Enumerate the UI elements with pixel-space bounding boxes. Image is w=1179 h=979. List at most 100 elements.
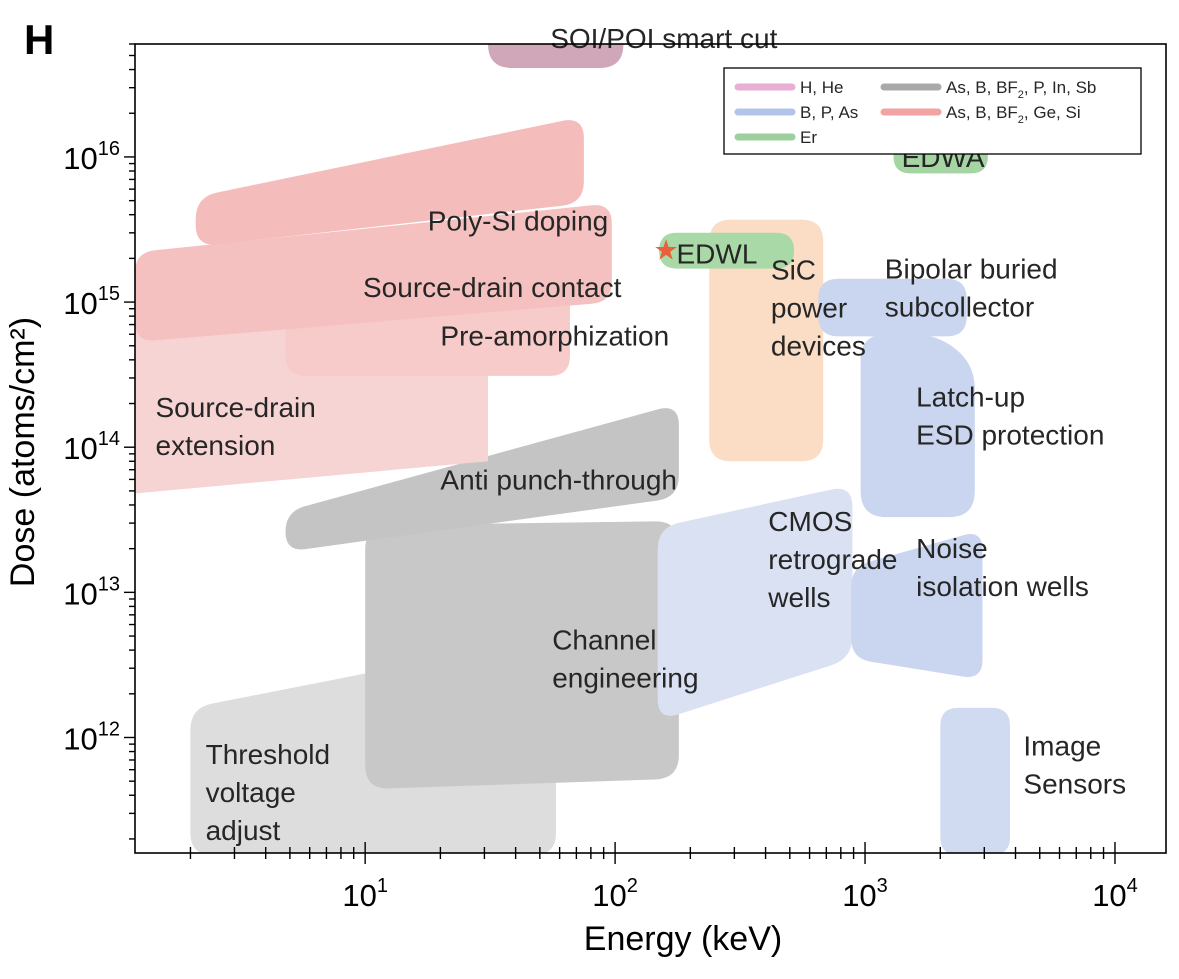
region-cmos-retrograde-wells	[657, 488, 853, 716]
region-labels-layer: Threshold voltage adjust Channel engineering…	[156, 23, 1127, 846]
region-label-line: voltage	[206, 777, 296, 808]
y-tick-label: 1013	[63, 573, 120, 611]
region-label-edwl: EDWL	[677, 239, 758, 270]
y-tick-base: 10	[63, 722, 97, 757]
region-label-noise-isolation-wells: Noise isolation wells	[916, 533, 1089, 602]
legend-label-part: B, P, As	[800, 103, 858, 122]
region-label-line: Bipolar buried	[885, 254, 1058, 285]
region-label-bipolar-buried-subcollector: Bipolar buried subcollector	[885, 254, 1058, 323]
y-tick-label: 1014	[63, 428, 120, 466]
x-tick-label: 102	[592, 875, 638, 913]
region-label-line: engineering	[552, 663, 698, 694]
region-label-line: SiC	[771, 254, 816, 285]
legend-label-h_he: H, He	[800, 78, 843, 97]
y-axis-title: Dose (atoms/cm²)	[4, 317, 42, 587]
legend-label-as_b_bf2_p_in_sb: As, B, BF2, P, In, Sb	[946, 78, 1096, 101]
region-label-anti-punch-through: Anti punch-through	[440, 464, 677, 495]
y-tick-base: 10	[63, 576, 97, 611]
region-anti-punch-through	[285, 408, 679, 550]
region-label-channel-engineering: Channel engineering	[552, 625, 698, 694]
region-label-line: adjust	[206, 815, 281, 846]
star-marker-icon: ★	[654, 234, 679, 267]
region-label-source-drain-extension: Source-drain extension	[156, 392, 316, 461]
region-label-threshold-voltage-adjust: Threshold voltage adjust	[206, 739, 331, 846]
region-label-line: CMOS	[768, 506, 852, 537]
region-label-line: Anti punch-through	[440, 464, 677, 495]
region-latch-up-esd-protection	[860, 334, 975, 518]
region-label-line: devices	[771, 330, 866, 361]
y-tick-exponent: 14	[98, 428, 120, 450]
region-label-source-drain-contact: Source-drain contact	[363, 272, 622, 303]
region-edwl	[659, 232, 795, 269]
region-label-line: SOI/POI smart cut	[550, 23, 777, 54]
y-tick-base: 10	[63, 286, 97, 321]
y-tick-base: 10	[63, 141, 97, 176]
legend-label-er: Er	[800, 128, 817, 147]
y-tick-base: 10	[63, 431, 97, 466]
y-tick-label: 1012	[63, 719, 120, 757]
x-tick-exponent: 4	[1127, 875, 1138, 897]
region-label-line: Noise	[916, 533, 988, 564]
x-tick-label: 104	[1092, 875, 1138, 913]
plot-frame	[134, 43, 1167, 854]
markers-layer: ★	[654, 234, 679, 267]
region-label-line: Poly-Si doping	[428, 206, 609, 237]
region-label-line: EDWL	[677, 239, 758, 270]
region-image-sensors	[940, 707, 1010, 853]
y-tick-exponent: 16	[98, 138, 120, 160]
region-label-image-sensors: Image Sensors	[1023, 731, 1126, 800]
x-tick-base: 10	[1092, 878, 1126, 913]
region-label-line: extension	[156, 430, 276, 461]
region-source-drain-contact	[135, 205, 612, 341]
x-tick-label: 103	[842, 875, 888, 913]
y-tick-exponent: 12	[98, 719, 120, 741]
x-tick-exponent: 3	[877, 875, 888, 897]
region-label-line: Source-drain contact	[363, 272, 622, 303]
region-label-line: Pre-amorphization	[440, 320, 669, 351]
legend-label-part: H, He	[800, 78, 843, 97]
legend-label-part: 2	[1018, 89, 1024, 101]
legend-label-part: Er	[800, 128, 817, 147]
legend-label-part: As, B, BF	[946, 103, 1018, 122]
region-channel-engineering	[365, 521, 679, 789]
region-bipolar-buried-subcollector	[818, 278, 967, 337]
region-label-line: Latch-up	[916, 382, 1025, 413]
x-tick-base: 10	[342, 878, 376, 913]
x-tick-base: 10	[842, 878, 876, 913]
region-label-line: Source-drain	[156, 392, 316, 423]
x-axis-title: Energy (keV)	[584, 920, 782, 958]
region-label-line: power	[771, 292, 847, 323]
region-label-latch-up-esd-protection: Latch-up ESD protection	[916, 382, 1104, 451]
region-label-soi-poi-smart-cut: SOI/POI smart cut	[550, 23, 777, 54]
x-axis: 101 102 103 104	[189, 842, 1138, 913]
region-poly-si-doping	[195, 120, 584, 245]
region-label-line: Image	[1023, 731, 1101, 762]
region-noise-isolation-wells	[851, 534, 983, 677]
x-tick-base: 10	[592, 878, 626, 913]
region-label-line: ESD protection	[916, 420, 1104, 451]
y-tick-label: 1016	[63, 138, 120, 176]
region-label-sic-power-devices: SiC power devices	[771, 254, 866, 361]
region-label-line: wells	[767, 582, 830, 613]
legend-label-b_p_as: B, P, As	[800, 103, 858, 122]
y-tick-exponent: 15	[98, 283, 120, 305]
legend: H, He As, B, BF2, P, In, SbB, P, As As, B,…	[723, 67, 1142, 155]
panel-letter: H	[24, 16, 54, 63]
region-label-line: Channel	[552, 625, 656, 656]
region-soi-poi-smart-cut	[488, 44, 624, 68]
region-label-line: subcollector	[885, 292, 1034, 323]
region-label-pre-amorphization: Pre-amorphization	[440, 320, 669, 351]
region-label-line: Sensors	[1023, 769, 1126, 800]
region-label-line: retrograde	[768, 544, 897, 575]
y-tick-exponent: 13	[98, 573, 120, 595]
region-label-line: Threshold	[206, 739, 331, 770]
region-label-line: isolation wells	[916, 571, 1089, 602]
regions-layer	[135, 44, 1010, 853]
legend-label-part: 2	[1018, 114, 1024, 126]
legend-label-part: , Ge, Si	[1024, 103, 1081, 122]
legend-label-part: , P, In, Sb	[1024, 78, 1096, 97]
y-tick-label: 1015	[63, 283, 120, 321]
region-sic-power-devices	[709, 219, 824, 462]
region-label-cmos-retrograde-wells: CMOS retrograde wells	[767, 506, 897, 613]
